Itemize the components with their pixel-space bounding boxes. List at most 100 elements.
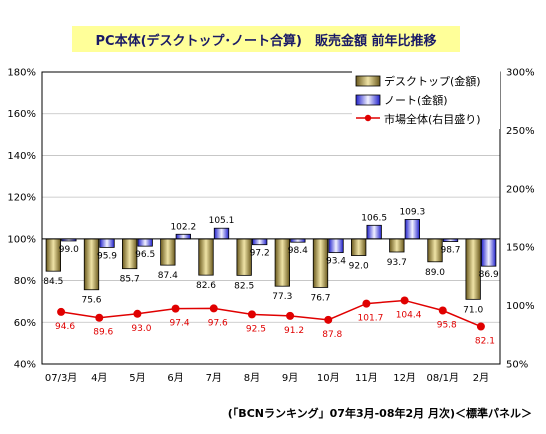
- right-tick-label: 200%: [506, 184, 535, 195]
- bar-desktop: [160, 238, 176, 266]
- left-tick-label: 80%: [14, 276, 36, 287]
- right-axis-ticks: 50% 100% 150% 200% 250% 300%: [506, 68, 535, 371]
- chart-title: PC本体(デスクトップ･ノート合算) 販売金額 前年比推移: [72, 26, 460, 52]
- market-line: [57, 296, 485, 331]
- legend-swatch-notebook: [355, 94, 381, 106]
- data-label-desktop: 82.5: [234, 281, 254, 291]
- data-label-desktop: 92.0: [349, 262, 369, 272]
- plot-frame: [41, 71, 501, 365]
- left-tick-label: 160%: [7, 109, 36, 120]
- data-label-notebook: 106.5: [361, 213, 387, 223]
- data-label-desktop: 87.4: [158, 271, 178, 281]
- data-label-notebook: 86.9: [479, 270, 499, 280]
- x-axis-ticks: 07/3月 4月 5月 6月 7月 8月 9月 10月 11月 12月 08/1月 2月: [45, 372, 489, 384]
- data-label-notebook: 97.2: [250, 249, 270, 259]
- data-label-notebook: 109.3: [399, 207, 425, 217]
- data-label-desktop: 84.5: [43, 277, 63, 287]
- x-tick-label: 11月: [355, 372, 378, 384]
- x-tick-label: 6月: [167, 372, 183, 384]
- data-label-desktop: 85.7: [120, 275, 140, 285]
- left-tick-label: 180%: [7, 68, 36, 79]
- market-point: [57, 307, 66, 316]
- bar-notebook: [366, 224, 382, 240]
- data-label-market: 97.6: [208, 318, 228, 328]
- bar-desktop: [45, 238, 61, 272]
- bar-desktop: [83, 238, 100, 291]
- axes: [41, 71, 501, 365]
- market-point: [209, 304, 218, 313]
- right-tick-label: 50%: [506, 360, 528, 371]
- bar-desktop: [198, 238, 214, 276]
- legend-swatch-market-marker: [364, 114, 372, 122]
- bar-desktop: [351, 238, 367, 256]
- data-label-market: 89.6: [93, 328, 113, 338]
- bar-notebook: [213, 227, 230, 240]
- data-label-market: 91.2: [284, 326, 304, 336]
- data-label-market: 97.4: [170, 319, 190, 329]
- source-footnote: (「BCNランキング」07年3月-08年2月 月次)＜標準パネル＞: [227, 407, 532, 420]
- right-tick-label: 300%: [506, 68, 535, 79]
- left-axis-ticks: 40% 60% 80% 100% 120% 140% 160% 180%: [7, 68, 36, 371]
- right-tick-label: 150%: [506, 243, 535, 254]
- data-label-desktop: 75.6: [81, 296, 101, 306]
- data-label-desktop: 89.0: [425, 268, 445, 278]
- bar-notebook: [404, 219, 420, 240]
- x-tick-label: 08/1月: [427, 372, 459, 384]
- data-label-desktop: 77.3: [272, 292, 292, 302]
- left-tick-label: 100%: [7, 234, 36, 245]
- market-point: [324, 315, 333, 324]
- x-tick-label: 12月: [393, 372, 416, 384]
- data-label-notebook: 102.2: [170, 222, 196, 232]
- bar-notebook: [328, 238, 344, 254]
- data-label-notebook: 98.4: [288, 246, 308, 256]
- x-tick-label: 5月: [129, 372, 145, 384]
- legend-swatch-desktop: [355, 75, 381, 87]
- bar-notebook: [481, 238, 497, 267]
- legend-label-desktop: デスクトップ(金額): [384, 74, 481, 88]
- data-label-desktop: 82.6: [196, 281, 216, 291]
- left-tick-label: 40%: [14, 360, 36, 371]
- left-tick-label: 60%: [14, 318, 36, 329]
- right-tick-label: 100%: [506, 301, 535, 312]
- x-tick-label: 7月: [206, 372, 222, 384]
- bar-desktop: [389, 238, 405, 253]
- bar-desktop: [465, 238, 481, 300]
- data-label-market: 82.1: [475, 337, 495, 347]
- data-label-desktop: 71.0: [463, 305, 483, 315]
- data-label-notebook: 93.4: [326, 257, 346, 267]
- bars: [45, 219, 497, 300]
- market-point: [286, 311, 295, 320]
- data-label-market: 104.4: [396, 310, 422, 320]
- bar-notebook: [290, 238, 306, 243]
- x-tick-label: 8月: [244, 372, 260, 384]
- x-tick-label: 4月: [91, 372, 107, 384]
- market-point: [95, 313, 104, 322]
- market-point: [476, 322, 485, 331]
- data-label-market: 101.7: [358, 314, 384, 324]
- data-label-notebook: 105.1: [209, 216, 235, 226]
- market-point: [400, 296, 409, 305]
- market-point: [171, 304, 180, 313]
- left-tick-label: 140%: [7, 151, 36, 162]
- data-label-market: 95.8: [437, 321, 457, 331]
- market-point: [362, 299, 371, 308]
- data-label-market: 93.0: [131, 324, 151, 334]
- bar-notebook: [99, 238, 115, 248]
- legend-label-notebook: ノート(金額): [384, 93, 448, 107]
- left-tick-label: 120%: [7, 193, 36, 204]
- bar-notebook: [175, 233, 191, 240]
- data-label-notebook: 96.5: [135, 250, 155, 260]
- data-label-market: 92.5: [246, 324, 266, 334]
- bar-notebook: [137, 238, 153, 247]
- data-label-notebook: 95.9: [97, 251, 117, 261]
- data-label-notebook: 99.0: [59, 245, 79, 255]
- data-label-notebook: 98.7: [440, 246, 460, 256]
- x-tick-label: 9月: [282, 372, 298, 384]
- x-tick-label: 2月: [473, 372, 489, 384]
- data-label-market: 87.8: [322, 330, 342, 340]
- data-label-desktop: 76.7: [310, 293, 330, 303]
- legend-label-market: 市場全体(右目盛り): [384, 112, 481, 126]
- legend: デスクトップ(金額) ノート(金額) 市場全体(右目盛り): [352, 71, 500, 129]
- market-point: [247, 310, 256, 319]
